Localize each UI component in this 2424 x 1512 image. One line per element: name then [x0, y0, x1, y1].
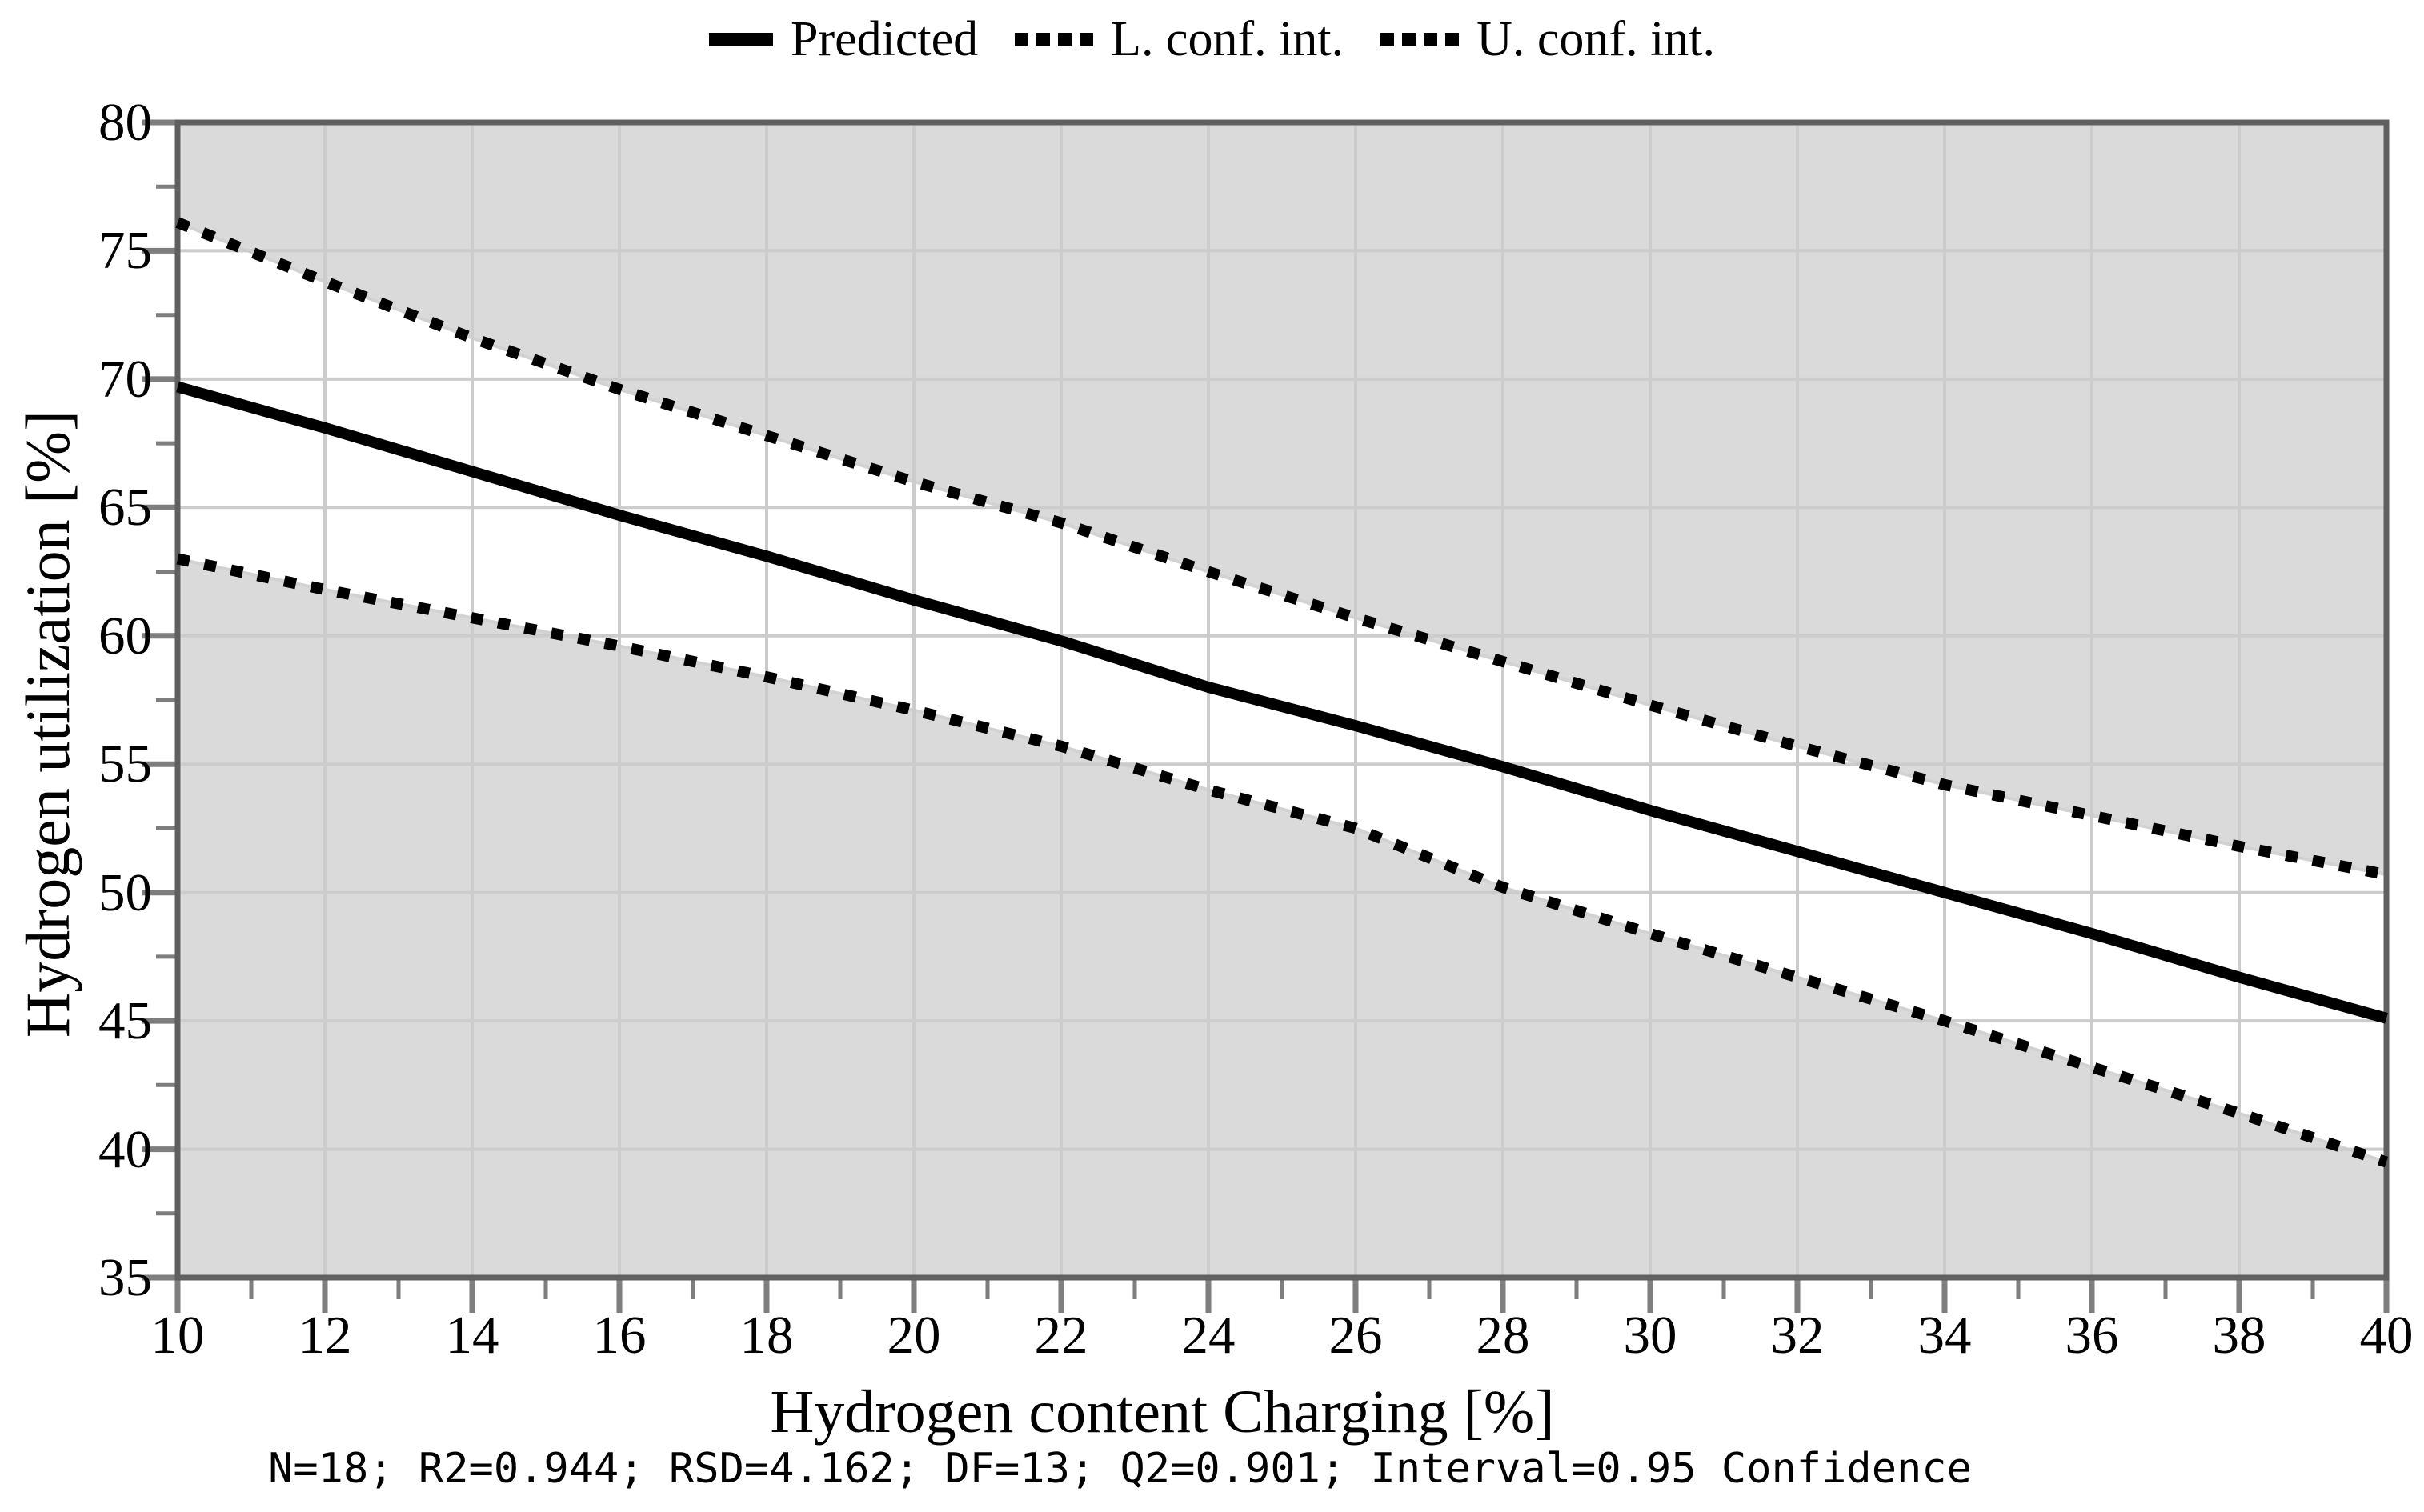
- solid-line-swatch: [708, 32, 773, 46]
- x-tick-label: 14: [445, 1306, 499, 1365]
- y-tick-label: 40: [98, 1119, 152, 1179]
- y-tick-label: 35: [98, 1248, 152, 1307]
- x-axis-title: Hydrogen content Charging [%]: [770, 1378, 1555, 1446]
- predicted-line: [176, 381, 2388, 1024]
- legend-label-lower-ci: L. conf. int.: [1111, 12, 1344, 66]
- y-tick-label: 70: [98, 349, 152, 409]
- dotted-line-swatch: [1380, 32, 1460, 46]
- plot-border: [174, 119, 2390, 1281]
- stats-footnote: N=18; R2=0.944; RSD=4.162; DF=13; Q2=0.9…: [268, 1445, 1972, 1493]
- x-tick-label: 30: [1623, 1306, 1677, 1365]
- x-tick-label: 10: [150, 1306, 205, 1365]
- x-tick-label: 32: [1770, 1306, 1825, 1365]
- x-tick-label: 36: [2065, 1306, 2119, 1365]
- x-tick-label: 24: [1181, 1306, 1236, 1365]
- x-tick-label: 18: [739, 1306, 794, 1365]
- x-tick-label: 26: [1328, 1306, 1383, 1365]
- legend-item-predicted: Predicted: [708, 11, 979, 67]
- y-tick-label: 50: [98, 862, 152, 922]
- y-axis-title: Hydrogen utilization [%]: [13, 410, 82, 1038]
- x-tick-label: 22: [1034, 1306, 1088, 1365]
- x-tick-label: 40: [2359, 1306, 2414, 1365]
- legend-label-upper-ci: U. conf. int.: [1476, 12, 1716, 66]
- y-tick-label: 60: [98, 606, 152, 666]
- x-tick-label: 28: [1476, 1306, 1530, 1365]
- y-tick-label: 65: [98, 478, 152, 538]
- x-tick-label: 38: [2212, 1306, 2266, 1365]
- legend: Predicted L. conf. int. U. conf. int.: [0, 11, 2424, 67]
- x-tick-label: 34: [1917, 1306, 1972, 1365]
- x-tick-label: 20: [887, 1306, 941, 1365]
- dotted-line-swatch: [1015, 32, 1094, 46]
- lower-ci-line: [176, 553, 2389, 1168]
- x-tick-label: 16: [592, 1306, 647, 1365]
- legend-label-predicted: Predicted: [790, 12, 979, 66]
- plot-area: [142, 119, 2390, 1313]
- y-tick-label: 55: [98, 734, 152, 794]
- y-tick-label: 45: [98, 991, 152, 1051]
- legend-item-lower-ci: L. conf. int.: [1015, 11, 1344, 67]
- y-tick-label: 75: [98, 221, 152, 281]
- x-tick-label: 12: [298, 1306, 352, 1365]
- legend-item-upper-ci: U. conf. int.: [1380, 11, 1715, 67]
- y-tick-label: 80: [98, 93, 152, 152]
